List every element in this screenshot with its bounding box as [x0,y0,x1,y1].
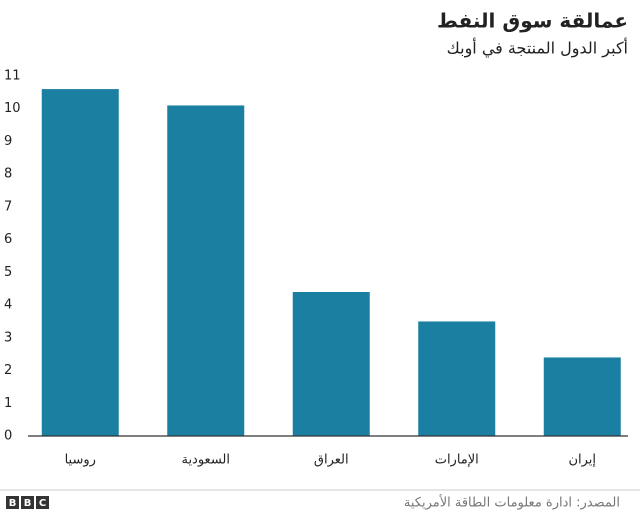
logo-letter: C [39,498,46,509]
logo-box [36,496,49,509]
y-tick-label: 10 [4,101,21,116]
chart-title: عمالقة سوق النفط [437,9,628,33]
bar [543,357,621,436]
logo-box [6,496,19,509]
y-tick-label: 3 [4,330,12,345]
y-tick-label: 2 [4,363,12,378]
y-tick-label: 5 [4,265,12,280]
logo-letter: B [9,498,17,509]
y-tick-label: 7 [4,199,12,214]
chart-subtitle: أكبر الدول المنتجة في أوبك [447,38,628,59]
x-tick-label: روسيا [65,453,96,468]
x-tick-label: إيران [568,453,596,468]
x-tick-label: العراق [314,453,349,468]
y-tick-label: 0 [4,429,12,444]
logo-box [21,496,34,509]
y-tick-label: 4 [4,298,12,313]
y-tick-label: 9 [4,134,12,149]
y-tick-label: 8 [4,167,12,182]
logo-letter: B [24,498,32,509]
bar [292,292,370,436]
bar [41,89,119,436]
bar [167,105,245,437]
y-tick-label: 1 [4,396,12,411]
y-tick-label: 6 [4,232,12,247]
source: المصدر: ادارة معلومات الطاقة الأمريكية [404,494,620,511]
bar [418,321,496,436]
x-tick-label: الإمارات [435,453,479,468]
y-tick-label: 11 [4,69,21,84]
x-tick-label: السعودية [181,453,230,468]
